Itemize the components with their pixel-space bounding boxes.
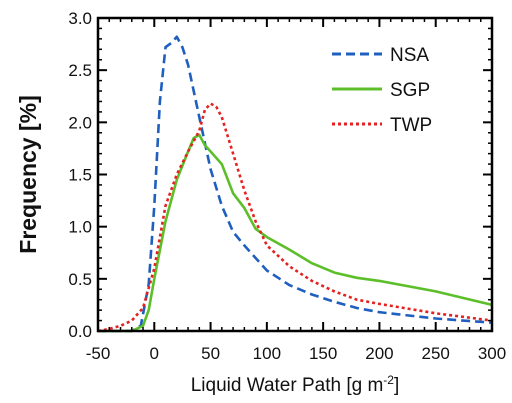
x-tick-label: -50 xyxy=(86,344,111,363)
y-tick-label: 1.0 xyxy=(68,218,92,237)
y-tick-label: 2.0 xyxy=(68,113,92,132)
x-axis-label-suffix: ] xyxy=(394,375,399,396)
series-line-nsa xyxy=(98,35,493,333)
x-tick-label: 250 xyxy=(422,344,450,363)
y-tick-label: 3.0 xyxy=(68,9,92,28)
legend-label-sgp: SGP xyxy=(390,80,430,101)
x-axis-label-superscript: -2 xyxy=(383,373,394,387)
x-tick-label: 300 xyxy=(478,344,506,363)
legend: NSA SGP TWP xyxy=(332,45,432,136)
y-tick-label: 0.0 xyxy=(68,322,92,341)
series-line-twp xyxy=(97,102,493,333)
x-axis-label-main: Liquid Water Path [g m xyxy=(191,375,384,396)
ticks-layer: -50 0 50 100 150 200 250 300 0.0 0.5 1.0 1.5 2.0 2.5 3… xyxy=(68,9,506,363)
x-tick-label: 200 xyxy=(365,344,393,363)
series-line-sgp xyxy=(98,133,493,333)
legend-label-nsa: NSA xyxy=(390,45,429,66)
y-tick-label: 1.5 xyxy=(68,166,92,185)
x-tick-label: 50 xyxy=(201,344,220,363)
x-axis-label: Liquid Water Path [g m-2] xyxy=(191,373,400,396)
legend-label-twp: TWP xyxy=(390,115,432,136)
y-tick-label: 2.5 xyxy=(68,61,92,80)
x-tick-label: 0 xyxy=(150,344,159,363)
y-tick-label: 0.5 xyxy=(68,270,92,289)
series-layer xyxy=(97,35,493,333)
y-axis-label: Frequency [%] xyxy=(15,95,41,253)
x-tick-label: 150 xyxy=(309,344,337,363)
x-tick-label: 100 xyxy=(253,344,281,363)
